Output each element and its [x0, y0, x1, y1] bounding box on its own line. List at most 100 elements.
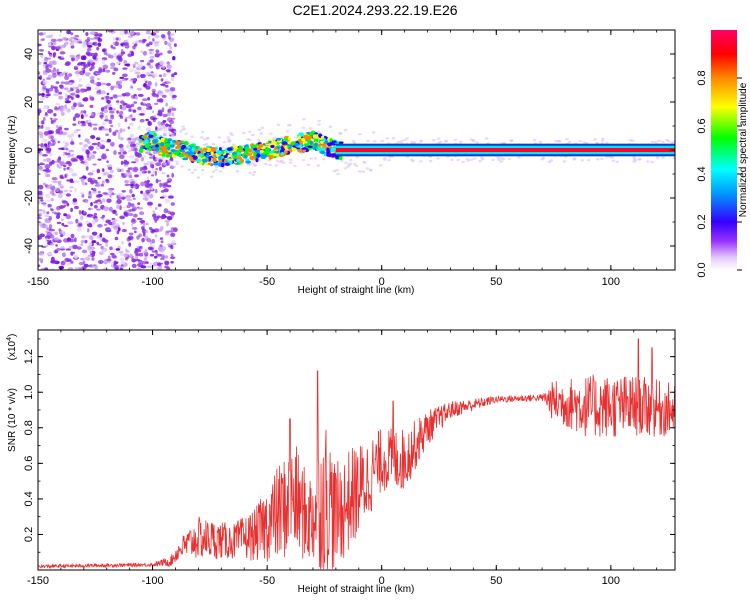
heatmap-noise-cell: [112, 46, 116, 50]
heatmap-ridge-cell: [320, 140, 324, 144]
heatmap-noise-cell: [95, 93, 101, 96]
heatmap-noise-cell: [124, 183, 131, 186]
snr-frame: [37, 329, 676, 571]
heatmap-noise-cell: [76, 227, 82, 232]
heatmap-noise-cell: [103, 206, 110, 212]
heatmap-haze-cell: [595, 141, 599, 145]
heatmap-haze-cell: [190, 171, 195, 174]
heatmap-noise-cell: [119, 147, 125, 153]
heatmap-ridge-cell: [265, 143, 272, 146]
heatmap-noise-cell: [60, 260, 66, 266]
heatmap-noise-cell: [85, 220, 90, 224]
heatmap-noise-cell: [110, 141, 115, 147]
heatmap-noise-cell: [127, 212, 133, 217]
heatmap-noise-cell: [42, 95, 45, 98]
heatmap-haze-cell: [218, 170, 223, 173]
heatmap-noise-cell: [46, 94, 51, 97]
heatmap-noise-cell: [48, 143, 53, 147]
heatmap-ridge-cell: [175, 145, 180, 150]
heatmap-noise-cell: [131, 218, 136, 223]
heatmap-haze-cell: [229, 132, 233, 135]
heatmap-noise-cell: [166, 174, 170, 178]
heatmap-noise-cell: [92, 219, 96, 225]
heatmap-noise-cell: [47, 74, 53, 79]
heatmap-noise-cell: [121, 240, 125, 245]
heatmap-haze-cell: [156, 158, 160, 161]
heatmap-noise-cell: [98, 251, 104, 256]
heatmap-noise-cell: [141, 237, 145, 243]
heatmap-noise-cell: [158, 74, 163, 78]
heatmap-noise-cell: [61, 200, 68, 204]
heatmap-noise-cell: [60, 105, 64, 110]
heatmap-noise-cell: [43, 267, 49, 270]
heatmap-noise-cell: [43, 31, 46, 35]
heatmap-noise-cell: [127, 137, 132, 140]
heatmap-noise-cell: [76, 246, 82, 250]
heatmap-noise-cell: [171, 112, 175, 117]
heatmap-noise-cell: [120, 52, 124, 56]
heatmap-noise-cell: [134, 95, 138, 100]
heatmap-noise-cell: [108, 106, 113, 111]
heatmap-noise-cell: [106, 164, 113, 168]
heatmap-noise-cell: [110, 124, 114, 128]
heatmap-ridge-cell: [220, 162, 225, 168]
heatmap-noise-cell: [170, 129, 175, 132]
heatmap-noise-cell: [108, 206, 113, 212]
snr-y-axis-label: SNR (10 * v/v): [7, 388, 18, 452]
heatmap-ridge-cell: [338, 141, 344, 144]
heatmap-noise-cell: [170, 76, 175, 82]
heatmap-noise-cell: [96, 183, 101, 188]
heatmap-ridge-cell: [167, 138, 172, 142]
heatmap-noise-cell: [109, 246, 113, 251]
heatmap-noise-cell: [93, 179, 98, 184]
heatmap-noise-cell: [64, 81, 70, 85]
heatmap-haze-cell: [175, 160, 179, 163]
heatmap-haze-cell: [242, 131, 246, 135]
heatmap-haze-cell: [167, 159, 171, 163]
heatmap-haze-cell: [600, 139, 605, 142]
heatmap-noise-cell: [38, 264, 41, 268]
heatmap-noise-cell: [171, 94, 177, 98]
y-tick-label: 0.6: [23, 456, 35, 471]
heatmap-noise-cell: [44, 164, 51, 169]
heatmap-noise-cell: [136, 87, 143, 91]
heatmap-noise-cell: [86, 47, 92, 52]
heatmap-noise-cell: [120, 264, 124, 267]
heatmap-noise-cell: [142, 103, 147, 106]
heatmap-noise-cell: [111, 209, 117, 214]
heatmap-ridge-cell: [270, 144, 275, 149]
heatmap-noise-cell: [105, 69, 111, 73]
heatmap-ridge-cell: [321, 138, 326, 142]
heatmap-noise-cell: [137, 207, 144, 210]
heatmap-noise-cell: [43, 182, 46, 186]
heatmap-haze-cell: [475, 141, 479, 144]
heatmap-noise-cell: [139, 245, 143, 249]
heatmap-ridge-cell: [253, 147, 258, 151]
heatmap-noise-cell: [167, 42, 172, 47]
heatmap-noise-cell: [89, 250, 93, 254]
heatmap-noise-cell: [126, 204, 131, 209]
heatmap-haze-cell: [580, 159, 585, 162]
heatmap-haze-cell: [272, 138, 276, 141]
heatmap-noise-cell: [44, 218, 48, 224]
heatmap-noise-cell: [135, 183, 138, 186]
heatmap-noise-cell: [57, 130, 64, 135]
heatmap-haze-cell: [196, 176, 201, 179]
heatmap-noise-cell: [90, 135, 96, 139]
heatmap-noise-cell: [78, 41, 83, 44]
heatmap-haze-cell: [184, 132, 188, 136]
heatmap-noise-cell: [69, 54, 76, 58]
heatmap-ridge-cell: [335, 155, 340, 160]
heatmap-noise-cell: [65, 193, 71, 197]
heatmap-noise-cell: [50, 198, 54, 202]
heatmap-noise-cell: [136, 74, 140, 79]
heatmap-noise-cell: [76, 55, 81, 60]
heatmap-noise-cell: [112, 218, 118, 223]
heatmap-noise-cell: [138, 233, 142, 238]
colorbar-tick-label: 0.8: [696, 70, 708, 85]
heatmap-noise-cell: [111, 254, 117, 259]
heatmap-noise-cell: [152, 93, 158, 98]
heatmap-noise-cell: [162, 120, 167, 123]
heatmap-noise-cell: [151, 229, 157, 233]
heatmap-noise-cell: [162, 73, 168, 77]
